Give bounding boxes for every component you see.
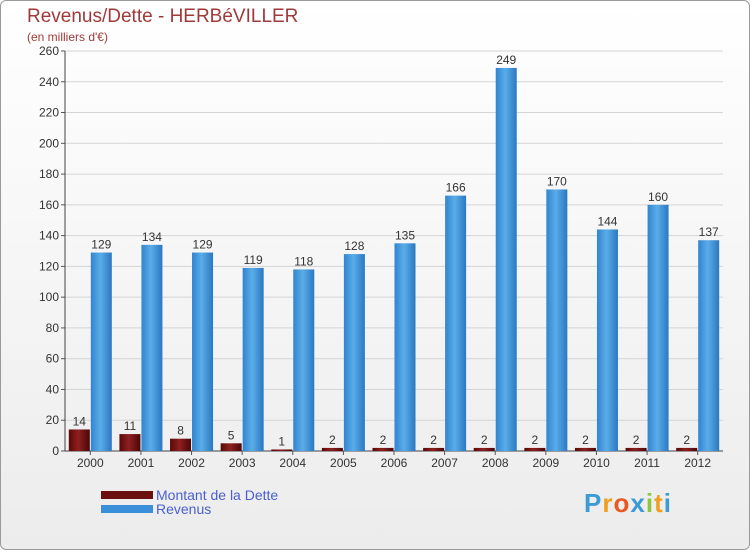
bar-revenue-2009 — [546, 189, 568, 451]
data-label-revenue-2006: 135 — [395, 228, 415, 242]
bar-revenue-2005 — [343, 254, 365, 451]
bar-debt-2000 — [68, 429, 90, 451]
bar-revenue-2012 — [698, 240, 720, 451]
bar-revenue-2008 — [495, 67, 517, 451]
y-tick-label: 20 — [46, 413, 60, 427]
data-label-revenue-2000: 129 — [91, 238, 111, 252]
data-label-debt-2008: 2 — [481, 433, 488, 447]
y-tick-label: 120 — [39, 259, 59, 273]
data-label-debt-2003: 5 — [228, 428, 235, 442]
data-label-revenue-2008: 249 — [496, 53, 516, 67]
data-label-revenue-2004: 118 — [294, 254, 313, 268]
data-label-revenue-2005: 128 — [344, 239, 364, 253]
data-label-debt-2004: 1 — [278, 434, 285, 448]
bar-revenue-2011 — [647, 204, 669, 451]
bar-debt-2005 — [321, 447, 343, 451]
x-tick-label: 2006 — [381, 456, 408, 470]
logo-letter: r — [602, 488, 614, 518]
bar-revenue-2007 — [445, 195, 467, 451]
y-tick-label: 40 — [46, 382, 60, 396]
logo-letter: x — [630, 488, 646, 518]
x-tick-label: 2009 — [532, 456, 559, 470]
bar-debt-2012 — [676, 447, 698, 451]
bar-debt-2006 — [372, 447, 394, 451]
bar-revenue-2002 — [192, 252, 214, 451]
y-tick-label: 260 — [39, 44, 59, 58]
y-tick-label: 100 — [39, 290, 59, 304]
data-label-debt-2000: 14 — [73, 414, 87, 428]
data-label-revenue-2009: 170 — [547, 174, 567, 188]
legend-label-dette: Montant de la Dette — [156, 487, 279, 503]
data-label-revenue-2002: 129 — [193, 238, 213, 252]
x-tick-label: 2002 — [178, 456, 205, 470]
x-tick-label: 2008 — [482, 456, 509, 470]
x-tick-label: 2000 — [77, 456, 104, 470]
data-label-debt-2005: 2 — [329, 433, 336, 447]
data-label-revenue-2012: 137 — [699, 225, 719, 239]
bar-revenue-2000 — [90, 252, 112, 451]
data-label-revenue-2007: 166 — [446, 181, 466, 195]
y-tick-label: 160 — [39, 198, 59, 212]
bar-debt-2002 — [170, 438, 192, 451]
logo-letter: t — [654, 488, 664, 518]
chart-subtitle: (en milliers d'€) — [27, 30, 108, 44]
bar-debt-2009 — [524, 447, 546, 451]
bar-revenue-2001 — [141, 244, 163, 451]
bar-debt-2007 — [423, 447, 445, 451]
data-label-revenue-2010: 144 — [597, 214, 617, 228]
bar-revenue-2004 — [293, 269, 315, 451]
bar-debt-2008 — [473, 447, 495, 451]
data-label-debt-2009: 2 — [532, 433, 539, 447]
logo-letter: o — [613, 488, 631, 518]
y-tick-label: 240 — [39, 75, 59, 89]
x-tick-label: 2010 — [583, 456, 610, 470]
bar-debt-2010 — [574, 447, 596, 451]
x-tick-label: 2001 — [128, 456, 155, 470]
x-tick-label: 2011 — [634, 456, 660, 470]
x-tick-label: 2004 — [279, 456, 306, 470]
x-tick-label: 2003 — [229, 456, 256, 470]
bar-debt-2001 — [119, 434, 141, 451]
x-tick-label: 2005 — [330, 456, 357, 470]
logo-letter: i — [663, 488, 672, 518]
bar-revenue-2010 — [596, 229, 618, 451]
y-tick-label: 180 — [39, 167, 59, 181]
legend-label-revenus: Revenus — [156, 501, 212, 517]
data-label-revenue-2011: 160 — [648, 190, 668, 204]
data-label-revenue-2003: 119 — [244, 253, 263, 267]
data-label-debt-2011: 2 — [633, 433, 640, 447]
y-tick-label: 220 — [39, 106, 59, 120]
data-label-debt-2006: 2 — [380, 433, 387, 447]
x-tick-label: 2007 — [431, 456, 458, 470]
y-tick-label: 200 — [39, 136, 59, 150]
y-tick-label: 140 — [39, 229, 59, 243]
logo-letter: P — [584, 488, 603, 518]
data-label-debt-2012: 2 — [683, 433, 690, 447]
legend-swatch-dette — [101, 491, 153, 499]
bar-debt-2004 — [271, 449, 293, 451]
data-label-debt-2010: 2 — [582, 433, 589, 447]
logo-letter: i — [645, 488, 655, 518]
legend-swatch-revenus — [101, 505, 153, 513]
y-tick-label: 0 — [52, 444, 59, 458]
y-tick-label: 60 — [46, 352, 60, 366]
data-label-debt-2007: 2 — [430, 433, 437, 447]
data-label-debt-2001: 11 — [124, 419, 137, 433]
data-label-debt-2002: 8 — [177, 424, 184, 438]
chart-title: Revenus/Dette - HERBéVILLER — [27, 6, 299, 27]
bar-revenue-2006 — [394, 243, 416, 451]
x-tick-label: 2012 — [684, 456, 711, 470]
proxiti-logo: Proxiti — [584, 488, 672, 519]
bar-revenue-2003 — [242, 267, 264, 451]
y-tick-label: 80 — [46, 321, 60, 335]
bar-debt-2003 — [220, 443, 242, 451]
data-label-revenue-2001: 134 — [142, 230, 162, 244]
bar-debt-2011 — [625, 447, 647, 451]
